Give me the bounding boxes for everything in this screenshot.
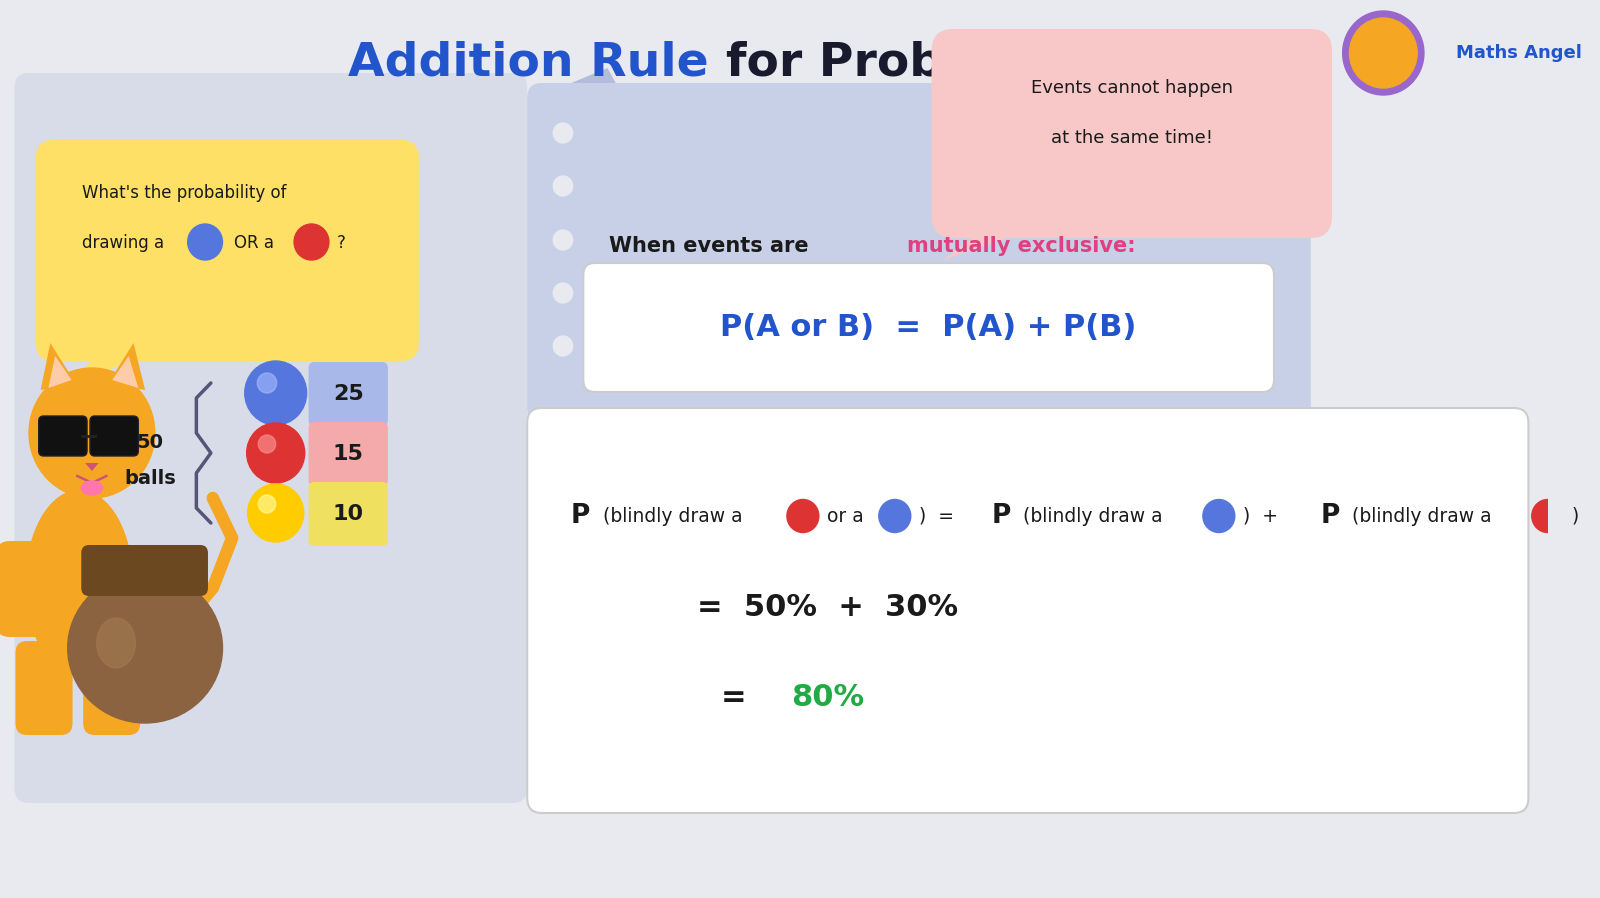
Polygon shape [85, 463, 99, 471]
FancyBboxPatch shape [309, 482, 387, 546]
Text: 10: 10 [333, 504, 363, 524]
Text: ): ) [1571, 506, 1579, 525]
Ellipse shape [67, 573, 222, 723]
Circle shape [1531, 499, 1563, 533]
Circle shape [554, 176, 573, 196]
Polygon shape [62, 343, 165, 393]
Text: What's the probability of: What's the probability of [82, 184, 286, 202]
Circle shape [29, 368, 155, 498]
Text: (blindly draw a: (blindly draw a [1024, 506, 1163, 525]
Text: =  50%  +  30%: = 50% + 30% [696, 594, 958, 622]
Text: balls: balls [125, 469, 176, 488]
Circle shape [1203, 499, 1235, 533]
Circle shape [294, 224, 330, 260]
Circle shape [258, 435, 275, 453]
FancyBboxPatch shape [528, 83, 1310, 423]
Polygon shape [48, 356, 72, 388]
Circle shape [554, 283, 573, 303]
Text: 80%: 80% [792, 683, 864, 712]
Circle shape [248, 484, 304, 542]
Text: P: P [992, 503, 1011, 529]
Text: )  =: ) = [918, 506, 954, 525]
Ellipse shape [82, 481, 102, 495]
Circle shape [245, 361, 307, 425]
FancyBboxPatch shape [309, 422, 387, 486]
Ellipse shape [96, 618, 136, 668]
Text: =: = [720, 683, 768, 712]
FancyBboxPatch shape [83, 641, 141, 735]
Circle shape [554, 230, 573, 250]
Text: Addition Rule: Addition Rule [349, 40, 725, 85]
Text: 25: 25 [333, 384, 363, 404]
Circle shape [246, 423, 304, 483]
Circle shape [187, 224, 222, 260]
Text: When events are: When events are [610, 236, 816, 256]
FancyBboxPatch shape [16, 641, 72, 735]
Circle shape [258, 373, 277, 393]
Text: mutually exclusive:: mutually exclusive: [907, 236, 1136, 256]
Polygon shape [112, 356, 138, 388]
Polygon shape [40, 343, 75, 390]
FancyBboxPatch shape [584, 263, 1274, 392]
Text: ?: ? [336, 234, 346, 252]
FancyBboxPatch shape [14, 73, 528, 803]
Text: 50: 50 [136, 434, 163, 453]
Polygon shape [109, 343, 146, 390]
Text: Events cannot happen: Events cannot happen [1030, 79, 1232, 97]
Text: drawing a: drawing a [82, 234, 165, 252]
Text: 15: 15 [333, 444, 363, 464]
Text: P(A or B)  =  P(A) + P(B): P(A or B) = P(A) + P(B) [720, 313, 1138, 342]
Text: OR a: OR a [234, 234, 274, 252]
Text: at the same time!: at the same time! [1051, 129, 1213, 147]
Circle shape [787, 499, 819, 533]
FancyBboxPatch shape [82, 545, 208, 596]
Circle shape [1349, 18, 1418, 88]
FancyBboxPatch shape [0, 541, 59, 637]
FancyBboxPatch shape [931, 29, 1333, 238]
Circle shape [554, 336, 573, 356]
Ellipse shape [26, 490, 133, 675]
FancyBboxPatch shape [35, 140, 419, 361]
Circle shape [1342, 11, 1424, 95]
Polygon shape [942, 216, 1069, 260]
FancyBboxPatch shape [38, 416, 86, 456]
Polygon shape [530, 68, 634, 148]
Circle shape [554, 123, 573, 143]
Circle shape [878, 499, 910, 533]
Text: Maths Angel: Maths Angel [1456, 44, 1582, 62]
Text: )  +: ) + [1243, 506, 1278, 525]
Text: or a: or a [827, 506, 864, 525]
Text: for Probability: for Probability [725, 40, 1110, 85]
FancyBboxPatch shape [528, 408, 1528, 813]
Text: (blindly draw a: (blindly draw a [1352, 506, 1491, 525]
FancyBboxPatch shape [90, 416, 138, 456]
Text: P: P [571, 503, 590, 529]
Circle shape [258, 495, 275, 513]
Text: P: P [1320, 503, 1339, 529]
FancyBboxPatch shape [110, 546, 174, 642]
Text: (blindly draw a: (blindly draw a [603, 506, 742, 525]
FancyBboxPatch shape [309, 362, 387, 426]
